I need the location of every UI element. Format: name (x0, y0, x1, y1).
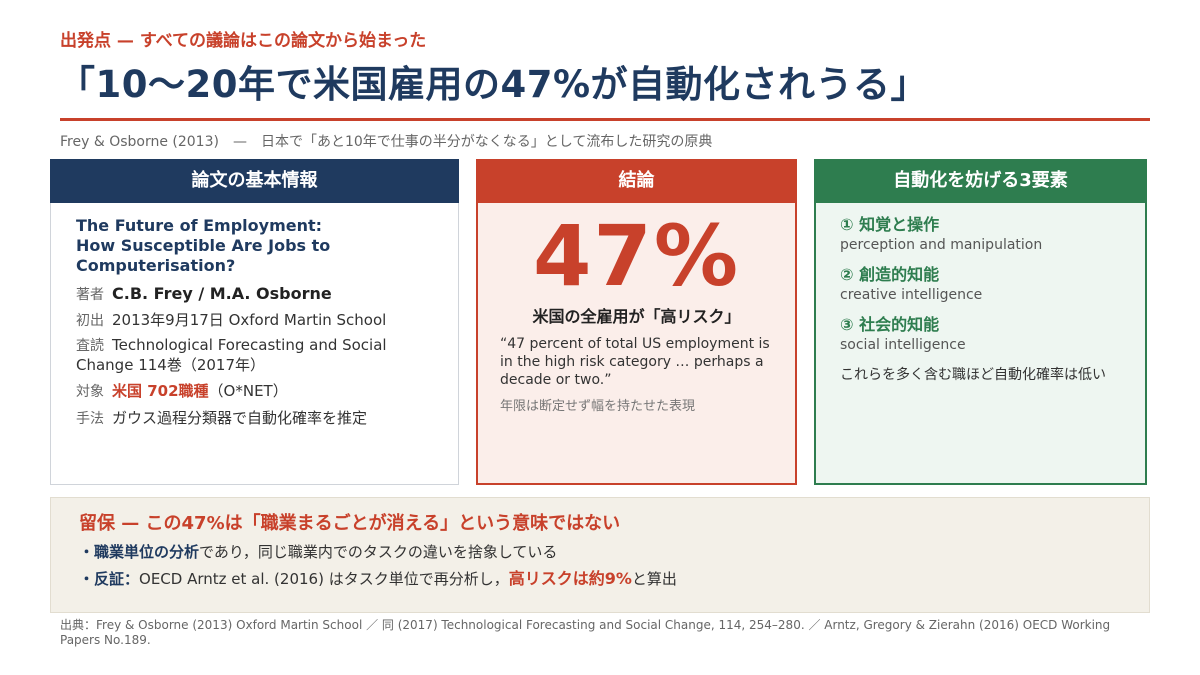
paper-title-line: Computerisation? (76, 256, 236, 275)
caveat-box: 留保 — この47%は「職業まるごとが消える」という意味ではない ・職業単位の分… (50, 497, 1150, 613)
basic-info-heading: 論文の基本情報 (50, 159, 459, 203)
caveat-highlight: 高リスクは約9% (508, 569, 632, 588)
factors-summary: これらを多く含む職ほど自動化確率は低い (840, 367, 1106, 383)
factor-item: ③ 社会的知能 social intelligence (840, 315, 966, 354)
factor-english: perception and manipulation (840, 237, 1043, 253)
caveat-title: 留保 — この47%は「職業まるごとが消える」という意味ではない (79, 513, 621, 534)
target-value: 米国 702職種 (112, 382, 209, 400)
caveat-line-1-bold: ・職業単位の分析 (79, 543, 200, 561)
method-row: 手法 ガウス過程分類器で自動化確率を推定 (76, 409, 367, 429)
factor-name: ② 創造的知能 (840, 265, 940, 284)
author-value: C.B. Frey / M.A. Osborne (112, 284, 332, 303)
caveat-line-1: ・職業単位の分析であり，同じ職業内でのタスクの違いを捨象している (79, 541, 557, 562)
caveat-line-2-bold: ・反証： (79, 570, 140, 588)
conclusion-note: 年限は断定せず幅を持たせた表現 (500, 399, 696, 414)
conclusion-heading: 結論 (476, 159, 797, 203)
factor-name: ③ 社会的知能 (840, 315, 940, 334)
method-value: ガウス過程分類器で自動化確率を推定 (112, 409, 368, 427)
basic-info-card: 論文の基本情報 The Future of Employment: How Su… (50, 159, 459, 485)
factor-name: ① 知覚と操作 (840, 215, 940, 234)
caveat-line-2: ・反証：OECD Arntz et al. (2016) はタスク単位で再分析し… (79, 565, 677, 589)
first-published-row: 初出 2013年9月17日 Oxford Martin School (76, 311, 386, 331)
caveat-line-1-rest: であり，同じ職業内でのタスクの違いを捨象している (199, 543, 558, 561)
review-value: Technological Forecasting and Social (112, 336, 387, 354)
conclusion-quote: “47 percent of total US employment is in… (500, 336, 770, 388)
title-divider (60, 118, 1150, 121)
first-label: 初出 (76, 313, 104, 329)
big-percentage: 47% (532, 207, 741, 305)
caveat-line-2-rest: OECD Arntz et al. (2016) はタスク単位で再分析し， (139, 570, 509, 588)
author-label: 著者 (76, 287, 104, 303)
conclusion-statement: 米国の全雇用が「高リスク」 (532, 307, 741, 326)
factor-item: ② 創造的知能 creative intelligence (840, 265, 982, 304)
paper-title: The Future of Employment: How Susceptibl… (76, 216, 330, 276)
factors-heading: 自動化を妨げる3要素 (814, 159, 1147, 203)
author-row: 著者 C.B. Frey / M.A. Osborne (76, 284, 332, 305)
review-label: 査読 (76, 338, 104, 354)
factors-card: 自動化を妨げる3要素 ① 知覚と操作 perception and manipu… (814, 159, 1147, 485)
target-suffix: （O*NET） (208, 382, 288, 400)
method-label: 手法 (76, 411, 104, 427)
conclusion-card: 結論 47% 米国の全雇用が「高リスク」 “47 percent of tota… (476, 159, 797, 485)
first-value: 2013年9月17日 Oxford Martin School (112, 311, 387, 329)
factor-english: social intelligence (840, 337, 966, 353)
kicker: 出発点 — すべての議論はこの論文から始まった (60, 31, 427, 51)
page-title: 「10〜20年で米国雇用の47%が自動化されうる」 (58, 63, 929, 106)
target-label: 対象 (76, 384, 104, 400)
review-value-cont: Change 114巻（2017年） (76, 356, 266, 374)
caveat-line-2-end: と算出 (631, 570, 677, 588)
review-row: 査読 Technological Forecasting and Social C… (76, 336, 387, 375)
target-row: 対象 米国 702職種（O*NET） (76, 382, 288, 402)
page-subtitle: Frey & Osborne (2013) — 日本で「あと10年で仕事の半分が… (60, 134, 713, 150)
factor-english: creative intelligence (840, 287, 983, 303)
source-citation: 出典：Frey & Osborne (2013) Oxford Martin S… (60, 618, 1111, 647)
factor-item: ① 知覚と操作 perception and manipulation (840, 215, 1042, 254)
paper-title-line: The Future of Employment: (76, 216, 323, 235)
paper-title-line: How Susceptible Are Jobs to (76, 236, 331, 255)
